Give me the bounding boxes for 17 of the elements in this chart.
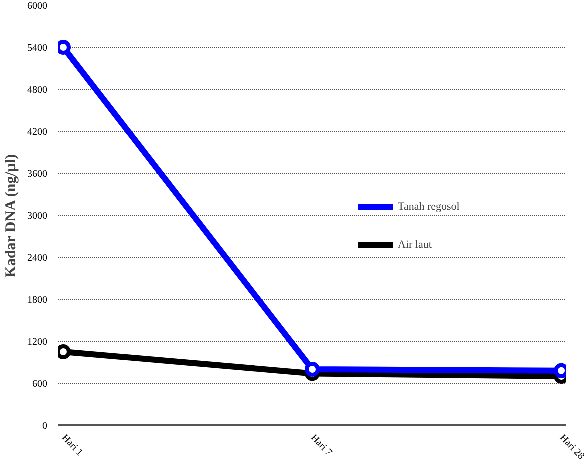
- y-tick-label: 1200: [28, 337, 48, 348]
- x-tick-label: Hari 7: [308, 432, 334, 458]
- y-tick-label: 4800: [28, 85, 48, 96]
- y-axis-title: Kadar DNA (ng/µl): [4, 154, 20, 278]
- x-tick-label: Hari 1: [60, 432, 86, 458]
- x-tick-label: Hari 28: [558, 432, 586, 462]
- y-tick-label: 3600: [28, 169, 48, 180]
- y-tick-label: 0: [42, 421, 48, 432]
- y-tick-label: 3000: [28, 211, 48, 222]
- legend-label: Air laut: [398, 239, 432, 251]
- legend-label: Tanah regosol: [398, 201, 460, 213]
- y-tick-label: 5400: [28, 43, 48, 54]
- y-tick-label: 4200: [28, 127, 48, 138]
- y-tick-label: 2400: [28, 253, 48, 264]
- y-tick-label: 1800: [28, 295, 48, 306]
- y-tick-label: 6000: [28, 1, 48, 12]
- y-tick-label: 600: [32, 379, 48, 390]
